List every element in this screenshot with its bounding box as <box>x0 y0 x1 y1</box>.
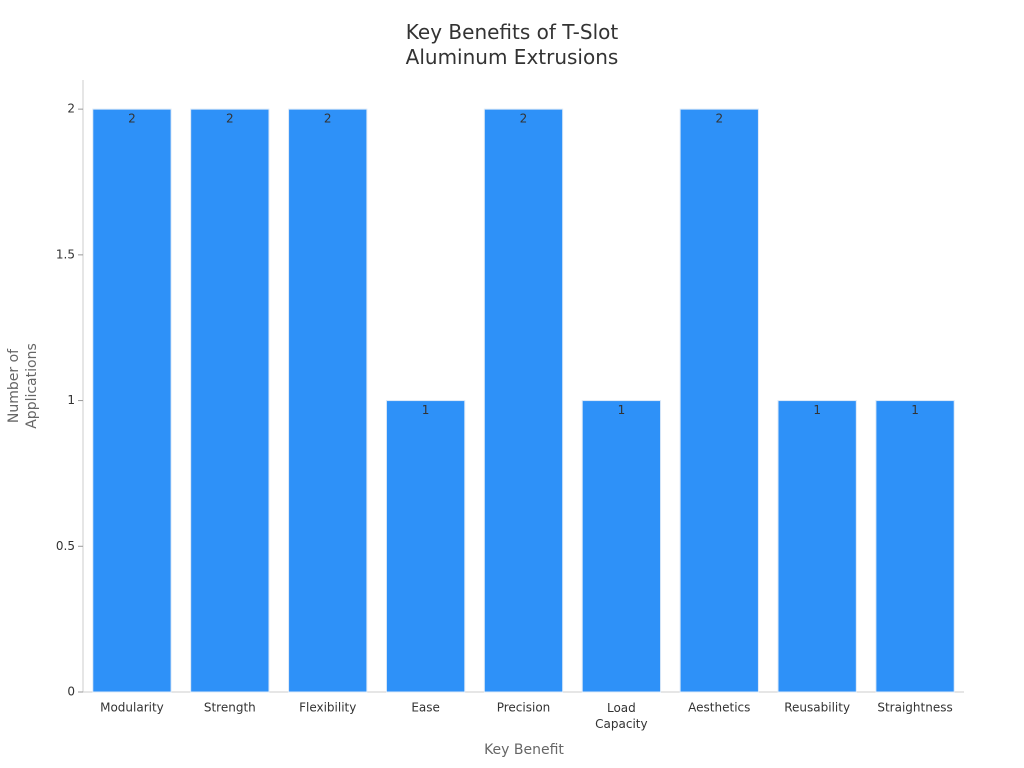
bar <box>92 108 172 693</box>
x-tick-label: Flexibility <box>299 701 356 715</box>
y-tick-label: 0.5 <box>56 539 75 553</box>
bar <box>679 108 759 693</box>
value-label: 1 <box>813 403 821 417</box>
bar <box>385 400 466 693</box>
y-axis-title: Number of Applications <box>6 343 40 429</box>
bar <box>483 108 564 693</box>
x-tick-label: Straightness <box>877 701 952 715</box>
x-tick-label: Ease <box>411 701 440 715</box>
x-tick-label: Strength <box>204 701 256 715</box>
value-label: 2 <box>520 112 528 126</box>
bar <box>190 108 270 693</box>
value-label: 2 <box>324 112 332 126</box>
x-tick-label: Reusability <box>784 701 850 715</box>
chart-title: Key Benefits of T-Slot Aluminum Extrusion… <box>406 20 619 69</box>
x-axis-title: Key Benefit <box>484 742 564 758</box>
x-tick-label: Precision <box>497 701 551 715</box>
value-label: 1 <box>911 403 919 417</box>
value-label: 2 <box>226 112 234 126</box>
y-tick-label: 1.5 <box>56 247 75 261</box>
value-label: 1 <box>422 403 430 417</box>
x-tick-label: Load Capacity <box>595 701 647 731</box>
bar <box>777 400 857 693</box>
value-label: 2 <box>128 112 136 126</box>
bar <box>581 400 662 693</box>
x-tick-label: Aesthetics <box>688 701 750 715</box>
x-tick-label: Modularity <box>100 701 164 715</box>
value-label: 2 <box>715 112 723 126</box>
bar <box>288 108 368 693</box>
y-tick-label: 0 <box>67 685 75 699</box>
y-tick-label: 2 <box>67 102 75 116</box>
value-label: 1 <box>618 403 626 417</box>
bar <box>875 400 955 693</box>
y-tick-label: 1 <box>67 393 75 407</box>
